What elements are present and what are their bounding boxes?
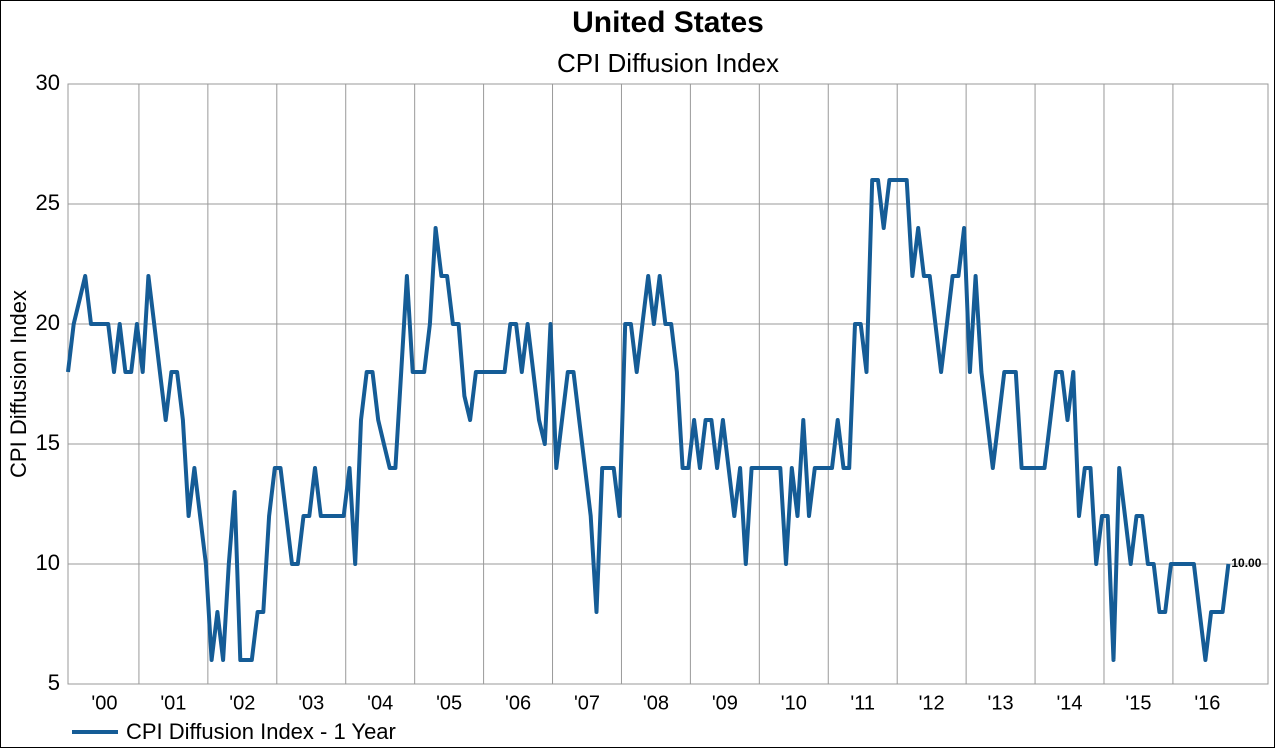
y-tick-label: 30 xyxy=(36,70,60,95)
chart-title: United States xyxy=(572,6,764,39)
x-tick-label: '07 xyxy=(574,692,600,714)
x-tick-label: '14 xyxy=(1056,692,1082,714)
x-tick-label: '00 xyxy=(91,692,117,714)
y-tick-label: 15 xyxy=(36,430,60,455)
x-tick-label: '05 xyxy=(436,692,462,714)
x-tick-label: '13 xyxy=(988,692,1014,714)
y-tick-label: 5 xyxy=(48,670,60,695)
x-tick-label: '10 xyxy=(781,692,807,714)
x-tick-label: '03 xyxy=(298,692,324,714)
data-line xyxy=(66,178,1231,662)
x-tick-label: '15 xyxy=(1125,692,1151,714)
x-tick-label: '02 xyxy=(229,692,255,714)
value-label: 10.00 xyxy=(1231,556,1261,570)
x-tick-label: '08 xyxy=(643,692,669,714)
x-tick-label: '11 xyxy=(850,692,875,714)
x-tick-label: '09 xyxy=(712,692,738,714)
y-tick-label: 10 xyxy=(36,550,60,575)
x-tick-label: '16 xyxy=(1194,692,1220,714)
plot-area xyxy=(67,83,1269,685)
x-tick-label: '01 xyxy=(160,692,186,714)
chart-subtitle: CPI Diffusion Index xyxy=(557,48,779,78)
y-tick-label: 25 xyxy=(36,190,60,215)
y-axis-label: CPI Diffusion Index xyxy=(6,290,31,478)
x-tick-label: '04 xyxy=(367,692,393,714)
y-tick-label: 20 xyxy=(36,310,60,335)
x-tick-label: '12 xyxy=(919,692,945,714)
legend-label: CPI Diffusion Index - 1 Year xyxy=(126,719,396,744)
x-tick-label: '06 xyxy=(505,692,531,714)
